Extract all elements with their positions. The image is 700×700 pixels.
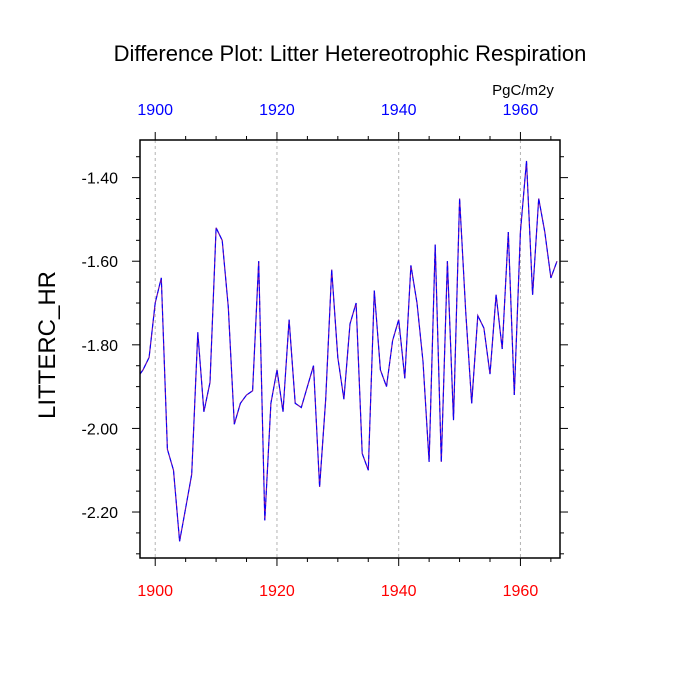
- y-tick-label: -1.80: [82, 338, 119, 355]
- y-tick-label: -2.20: [82, 505, 119, 522]
- units-label: PgC/m2y: [492, 82, 554, 99]
- y-tick-label: -1.40: [82, 171, 119, 188]
- x-tick-label-top: 1920: [259, 102, 295, 119]
- axis-ticks: [132, 132, 568, 566]
- x-tick-label-bottom: 1920: [259, 583, 295, 600]
- tick-labels: 1900 1900 1920 1920 1940 1940 1960 1960 -2.20 -2.…: [82, 102, 539, 600]
- x-tick-label-bottom: 1940: [381, 583, 417, 600]
- x-tick-label-top: 1940: [381, 102, 417, 119]
- series-line-dashed: [139, 160, 558, 542]
- x-tick-label-bottom: 1960: [503, 583, 539, 600]
- gridlines: [154, 140, 521, 558]
- x-tick-label-top: 1900: [137, 102, 173, 119]
- x-tick-label-bottom: 1900: [137, 583, 173, 600]
- y-tick-label: -1.60: [82, 254, 119, 271]
- y-axis-label: LITTERC_HR: [34, 271, 61, 419]
- chart-title: Difference Plot: Litter Hetereotrophic R…: [114, 41, 587, 66]
- series-line: [139, 160, 558, 542]
- series-layer: [139, 160, 558, 542]
- x-tick-label-top: 1960: [503, 102, 539, 119]
- y-tick-label: -2.00: [82, 421, 119, 438]
- plot-frame: [139, 139, 561, 559]
